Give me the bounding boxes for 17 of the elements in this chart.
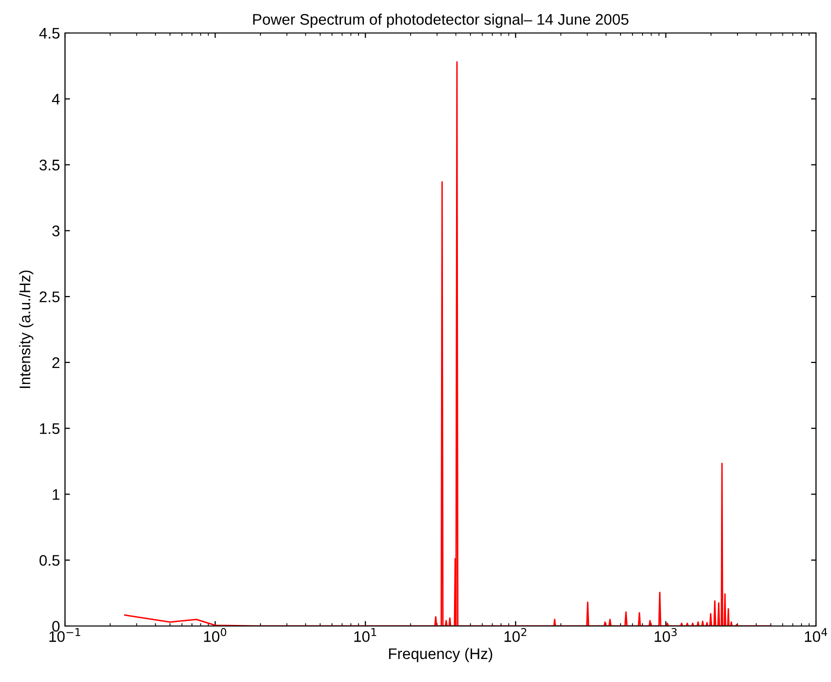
y-axis-title: Intensity (a.u./Hz) [19,270,34,388]
y-tick-label: 3.5 [39,160,60,170]
chart-title: Power Spectrum of photodetector signal– 14 June 2005 [253,14,628,28]
y-tick-label: 2.5 [40,291,60,302]
y-tick-label: 4.5 [39,28,60,39]
y-tick-label: 3 [52,226,60,236]
x-tick-label: 10$^{0}$ [204,628,226,642]
x-axis-title: Frequency (Hz) [389,648,492,662]
x-tick-label: 10$^{2}$ [504,628,526,642]
x-tick-label: 10$^{4}$ [804,628,828,642]
x-tick-label: 10$^{1}$ [354,628,376,642]
y-tick-label: 4 [52,94,60,104]
y-tick-label: 2 [52,357,60,368]
y-tick-label: 1.5 [40,423,60,434]
x-tick-label: 10$^{3}$ [654,628,677,642]
y-tick-label: 0.5 [40,554,60,566]
y-tick-label: 1 [52,489,60,500]
